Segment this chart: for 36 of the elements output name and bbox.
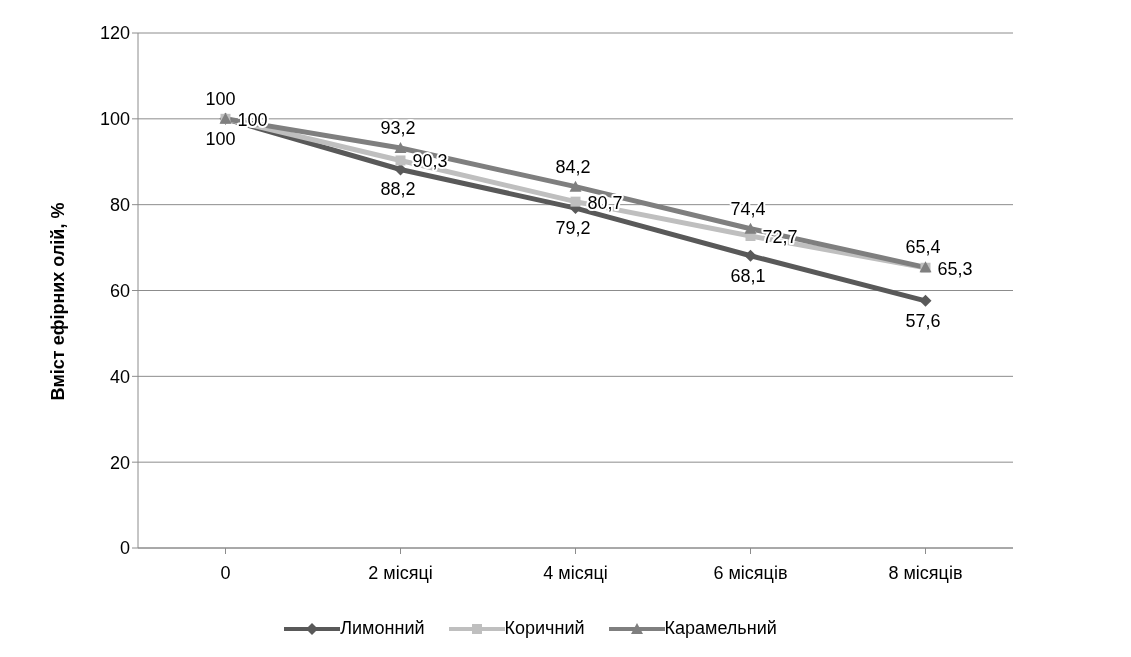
data-label: 84,2	[555, 156, 591, 177]
data-label: 88,2	[380, 179, 416, 200]
legend-label: Коричний	[504, 618, 585, 639]
point	[744, 222, 757, 234]
point	[395, 155, 406, 166]
data-label: 72,7	[762, 227, 798, 247]
data-label: 79,2	[555, 218, 591, 239]
y-tick-label: 40	[109, 366, 130, 387]
y-tick-label: 0	[119, 538, 130, 559]
y-axis-title: Вміст ефірних олій, %	[48, 202, 69, 401]
y-tick-label: 60	[109, 280, 130, 301]
data-label: 68,1	[730, 265, 766, 286]
data-label: 65,4	[905, 237, 941, 258]
data-label: 93,2	[380, 118, 416, 139]
legend-label: Карамельний	[664, 618, 777, 639]
y-tick-label: 120	[99, 23, 130, 44]
data-label: 80,7	[587, 192, 623, 213]
point	[394, 142, 407, 154]
data-label: 100	[205, 128, 236, 149]
data-label: 57,6	[905, 310, 941, 331]
point	[569, 180, 582, 192]
data-label: 74,4	[730, 198, 766, 219]
x-tick-label: 2 місяці	[368, 562, 433, 583]
data-label: 100	[205, 88, 236, 109]
legend-label: Лимонний	[340, 618, 425, 639]
y-tick-label: 20	[109, 452, 130, 473]
data-label: 65,3	[937, 258, 973, 279]
x-tick-label: 4 місяці	[543, 562, 608, 583]
y-tick-label: 100	[99, 109, 130, 130]
data-label: 100	[237, 109, 268, 130]
x-tick-label: 6 місяців	[713, 562, 788, 583]
x-tick-label: 8 місяців	[888, 562, 963, 583]
y-tick-label: 80	[109, 195, 130, 216]
x-tick-label: 0	[220, 562, 231, 583]
data-label: 90,3	[412, 151, 448, 172]
point	[570, 196, 581, 207]
